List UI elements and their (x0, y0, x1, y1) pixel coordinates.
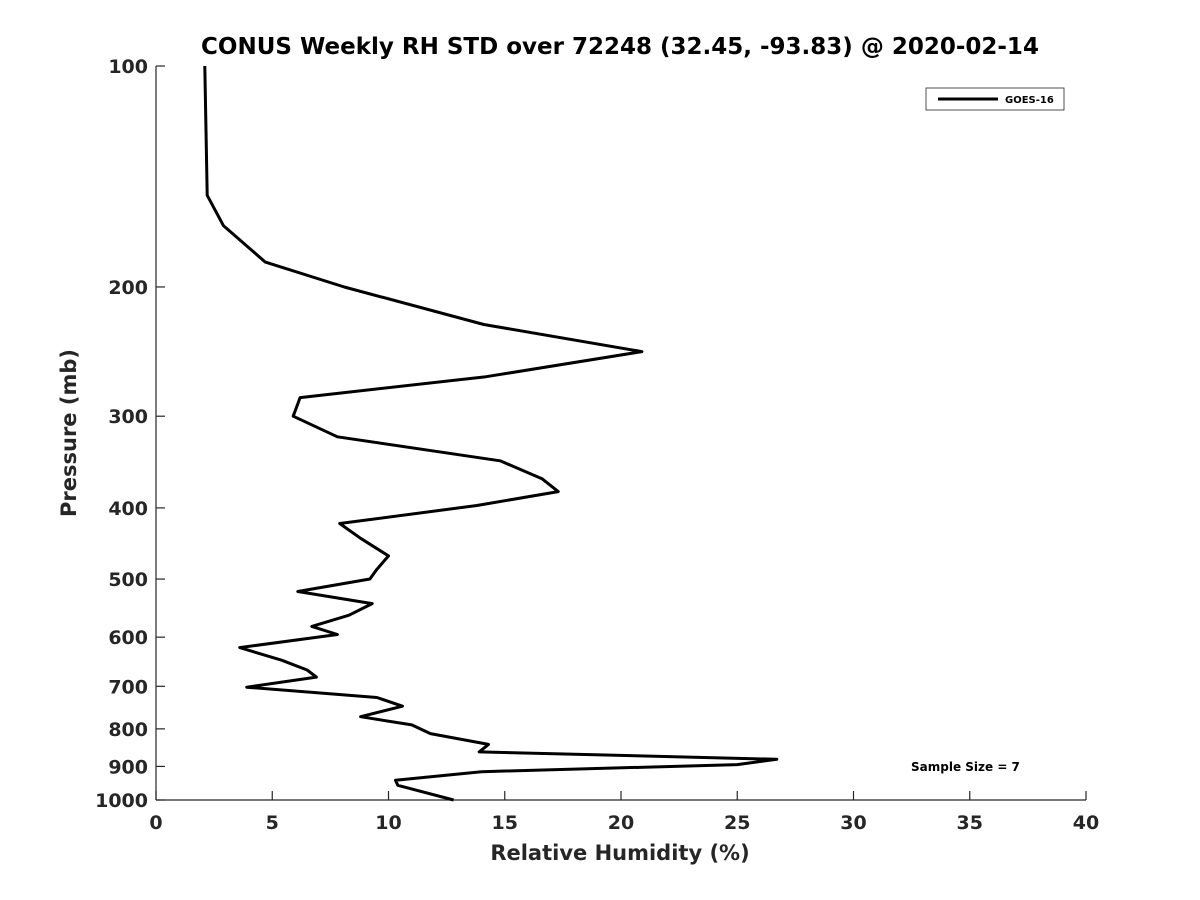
x-ticks: 0 5 10 15 20 25 30 35 40 (149, 791, 1099, 834)
x-tick-label: 10 (375, 812, 401, 834)
sample-size-annotation: Sample Size = 7 (911, 760, 1020, 774)
x-tick-label: 25 (724, 812, 750, 834)
legend-label: GOES-16 (1005, 95, 1054, 106)
legend: GOES-16 (925, 87, 1065, 111)
y-tick-label: 800 (108, 719, 148, 741)
chart-title: CONUS Weekly RH STD over 72248 (32.45, -… (201, 34, 1039, 60)
x-tick-label: 30 (840, 812, 866, 834)
y-ticks: 100 200 300 400 500 600 700 800 900 1000 (95, 56, 165, 812)
x-tick-label: 0 (149, 812, 162, 834)
y-tick-label: 600 (108, 627, 148, 649)
y-tick-label: 100 (108, 56, 148, 78)
y-tick-label: 300 (108, 406, 148, 428)
y-axis-label: Pressure (mb) (57, 349, 81, 517)
y-tick-label: 700 (108, 676, 148, 698)
y-tick-label: 200 (108, 277, 148, 299)
x-axis-label: Relative Humidity (%) (490, 841, 749, 865)
x-tick-label: 20 (608, 812, 634, 834)
y-tick-label: 1000 (95, 790, 148, 812)
x-tick-label: 15 (492, 812, 518, 834)
x-tick-label: 40 (1073, 812, 1099, 834)
y-tick-label: 500 (108, 569, 148, 591)
x-tick-label: 5 (266, 812, 279, 834)
series-line-0 (203, 65, 779, 802)
y-tick-label: 400 (108, 498, 148, 520)
x-tick-label: 35 (957, 812, 983, 834)
series-layer (203, 65, 779, 802)
y-tick-label: 900 (108, 756, 148, 778)
